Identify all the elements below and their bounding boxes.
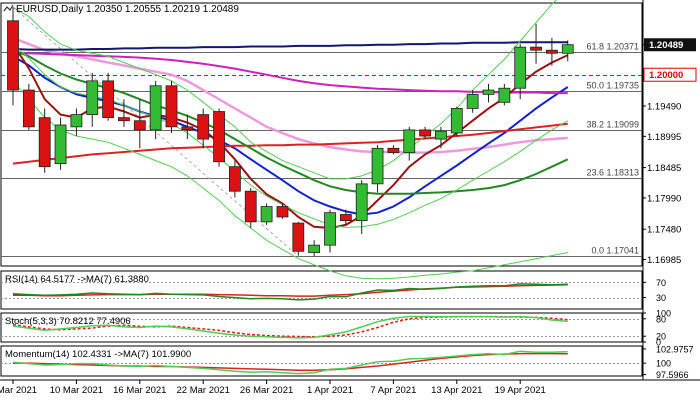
candle-down (546, 49, 558, 54)
indicator-line-bb_green (12, 315, 568, 339)
candle-down (228, 166, 241, 192)
pane-frame-main (0, 2, 643, 267)
overlay-line-ma_darkblue (12, 41, 568, 51)
axis-tick-label: 0 (656, 338, 661, 348)
axis-tick-label: 80 (656, 314, 666, 324)
label-layer: 61.8 1.20371 50.0 1.19735 38.2 1.19099 23.6… (3, 4, 639, 360)
fib-level-label: 50.0 1.19735 (586, 81, 639, 91)
fib-level-label: 0.0 1.17041 (591, 246, 639, 256)
overlay-line-ma_red (12, 122, 568, 165)
candle-up (324, 212, 336, 246)
candle-down (244, 190, 257, 223)
chart-type-icon (3, 4, 14, 12)
price-tick-label: 1.17480 (647, 225, 681, 236)
candle-down (22, 89, 35, 128)
candle-up (86, 80, 99, 115)
indicator-line-ma_green (12, 283, 568, 301)
candle-up (260, 206, 273, 223)
candle-up (435, 130, 447, 140)
candle-down (339, 214, 352, 222)
candle-down (7, 20, 19, 91)
candle-down (419, 129, 432, 137)
indicator-title: RSI(14) 64.5177 ->MA(7) 61.3880 (5, 274, 149, 285)
candle-up (498, 87, 511, 103)
candle-down (181, 126, 194, 131)
pane-frame-mom (0, 345, 643, 377)
price-tick-label: 1.19490 (647, 101, 681, 112)
candle-down (38, 117, 51, 168)
last-price-tag (644, 38, 696, 52)
time-tick-label: 10 Mar 2021 (50, 385, 103, 396)
candle-down (197, 114, 210, 140)
overlay-line-bb_green (12, 80, 568, 280)
chart-title: EURUSD,Daily 1.20350 1.20555 1.20219 1.2… (16, 4, 239, 15)
overlay-line-ma_pink (12, 36, 568, 154)
time-tick-label: 7 Apr 2021 (370, 385, 416, 396)
indicator-title: Stoch(5,3,3) 70.8212 77.4906 (5, 316, 131, 327)
candle-down (213, 111, 225, 163)
time-tick-label: 13 Apr 2021 (431, 385, 482, 396)
marked-level-tag (643, 67, 697, 82)
axis-tick-label: 97.5966 (656, 370, 689, 380)
panel-layer (1, 282, 642, 375)
fib-level-label: 23.6 1.18313 (586, 168, 639, 178)
axis-tick-label: 100 (656, 309, 671, 319)
price-tick-label: 1.16985 (647, 255, 681, 266)
axis-tick-label: 30 (656, 293, 666, 303)
candle-down (102, 80, 114, 119)
candle-up (54, 124, 67, 165)
price-tick-label: 1.18995 (647, 132, 681, 143)
candle-up (466, 93, 479, 109)
candle-down (165, 85, 178, 128)
candle-up (403, 129, 416, 153)
candle-down (133, 120, 146, 131)
axis-tick-label: 70 (656, 278, 666, 288)
time-tick-label: 4 Mar 2021 (0, 385, 37, 396)
time-tick-label: 19 Apr 2021 (495, 385, 546, 396)
pane-frame-stoch (0, 312, 643, 343)
candle-up (308, 244, 321, 253)
indicator-title: Momentum(14) 102.4331 ->MA(7) 101.9900 (5, 349, 191, 360)
overlay-line-ma_green (12, 49, 569, 195)
candle-up (70, 114, 83, 128)
candle-up (450, 108, 463, 134)
time-tick-label: 1 Apr 2021 (307, 385, 353, 396)
time-tick-label: 16 Mar 2021 (113, 385, 166, 396)
price-tick-label: 1.17990 (647, 193, 681, 204)
marked-level-label: 1.20000 (649, 70, 683, 81)
time-tick-label: 26 Mar 2021 (240, 385, 293, 396)
candle-layer (7, 7, 574, 257)
candle-up (355, 183, 368, 222)
axis-tick-label: 20 (656, 332, 666, 342)
last-price-label: 1.20489 (649, 40, 683, 51)
axis-layer: 703010080200102.975710097.59661.204891.2… (0, 38, 697, 396)
candle-down (292, 222, 305, 252)
candle-down (118, 117, 130, 122)
indicator-line-bb_green (12, 350, 568, 375)
price-tick-label: 1.18485 (647, 163, 681, 174)
candle-down (530, 46, 542, 51)
candle-up (149, 85, 162, 131)
time-tick-label: 22 Mar 2021 (177, 385, 230, 396)
candle-up (371, 147, 384, 185)
fib-level-label: 61.8 1.20371 (586, 42, 639, 52)
candle-up (514, 46, 527, 89)
fib-level-label: 38.2 1.19099 (586, 120, 639, 130)
candle-up (482, 89, 495, 95)
candle-up (561, 44, 574, 54)
indicator-line-ma_red (13, 283, 568, 297)
pane-frame-rsi (0, 270, 643, 310)
candle-down (387, 147, 400, 153)
overlay-line-bb_green (12, 0, 557, 180)
axis-tick-label: 100 (656, 359, 671, 369)
candle-down (276, 206, 289, 218)
axis-tick-label: 102.9757 (656, 344, 694, 354)
overlay-layer (12, 0, 569, 280)
